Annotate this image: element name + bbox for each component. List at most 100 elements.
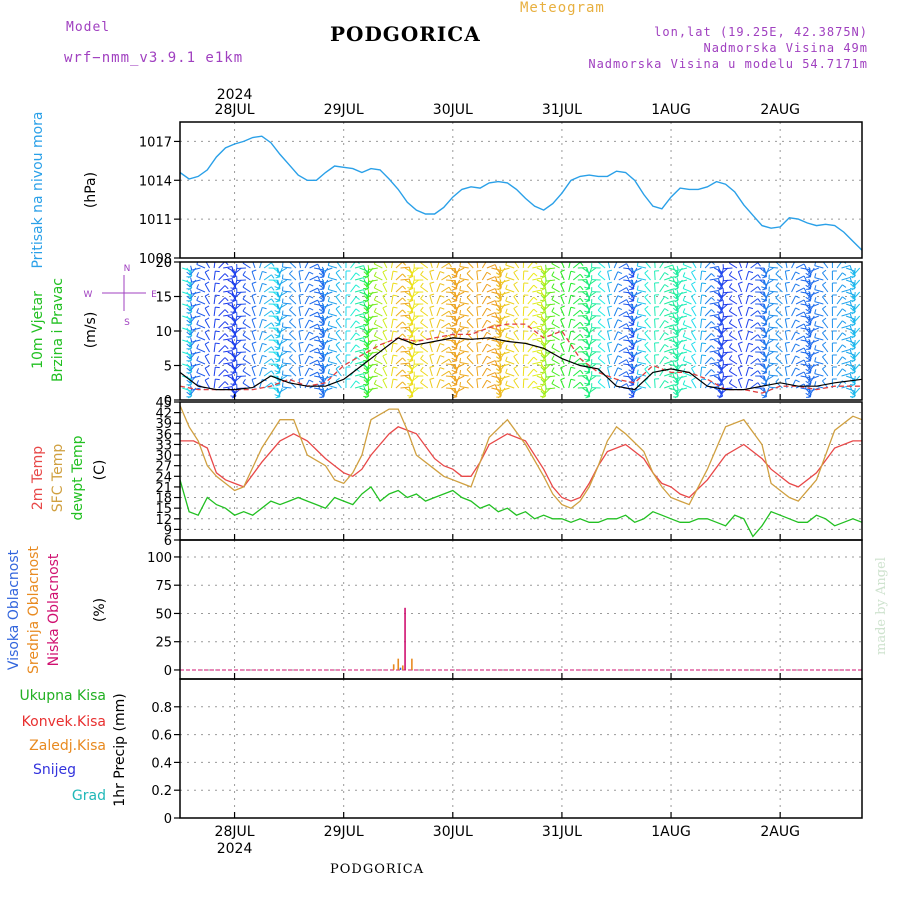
wind-barb-flag — [251, 281, 257, 284]
wind-barb-flag — [682, 308, 686, 313]
wind-barb — [561, 262, 565, 269]
precip-unit-label: 1hr Precip (mm) — [112, 693, 128, 806]
wind-barb-flag — [274, 286, 280, 289]
wind-barb — [513, 296, 520, 305]
wind-barb — [845, 363, 855, 368]
wind-barb-flag — [636, 309, 639, 315]
wind-barb-flag — [281, 310, 284, 316]
wind-barb-flag — [672, 283, 678, 288]
wind-barb-flag — [476, 378, 482, 380]
wind-barb-flag — [585, 360, 590, 363]
wind-barb — [328, 324, 338, 329]
pressure-axis-title: Pritisak na nivou mora — [30, 111, 46, 268]
wind-barb — [204, 283, 210, 293]
wind-barb-flag — [230, 347, 235, 350]
wind-barb-flag — [317, 323, 321, 329]
wind-barb — [654, 270, 656, 281]
wind-barb — [775, 273, 783, 281]
wind-barb — [532, 301, 542, 305]
wind-barb — [314, 303, 324, 307]
wind-barb — [723, 267, 733, 270]
wind-barb-flag — [808, 350, 811, 356]
wind-barb-flag — [242, 343, 246, 348]
wind-barb-flag — [274, 334, 280, 337]
wind-barb-flag — [186, 391, 191, 396]
wind-barb — [323, 303, 333, 308]
wind-barb-flag — [607, 317, 613, 320]
wind-barb-flag — [505, 296, 508, 302]
wind-barb — [613, 343, 619, 353]
wind-barb — [810, 339, 819, 344]
wind-barb — [322, 315, 329, 324]
wind-barb-flag — [617, 295, 623, 298]
wind-barb-flag — [495, 284, 501, 288]
wind-barb — [368, 327, 378, 331]
wind-barb-flag — [585, 293, 590, 298]
wind-barb — [560, 283, 565, 293]
wind-barb-flag — [242, 331, 246, 336]
wind-barb-flag — [335, 293, 340, 298]
wind-barb — [481, 355, 488, 365]
wind-barb-flag — [407, 322, 412, 326]
wind-barb — [314, 387, 324, 391]
wind-barb — [841, 276, 851, 281]
wind-barb-flag — [289, 366, 293, 371]
wind-barb — [613, 379, 619, 389]
wind-barb — [607, 355, 611, 365]
wind-barb — [745, 307, 750, 317]
wind-barb-flag — [321, 386, 325, 392]
wind-barb — [441, 298, 450, 305]
wind-barb-flag — [476, 282, 482, 284]
wind-barb-flag — [795, 331, 800, 335]
wind-barb-flag — [499, 326, 502, 331]
wind-barb-flag — [335, 281, 340, 286]
wind-barb-flag — [382, 317, 388, 321]
wind-barb — [659, 320, 666, 329]
wind-barb — [546, 327, 556, 330]
wind-barb — [213, 283, 216, 293]
wind-barb-flag — [186, 307, 191, 312]
wind-barb-flag — [494, 360, 498, 365]
wind-barb-flag — [822, 281, 827, 286]
wind-barb — [298, 319, 301, 329]
wind-barb — [632, 303, 638, 313]
wind-barb-flag — [408, 305, 412, 310]
wind-barb-flag — [505, 332, 508, 338]
wind-barb-flag — [321, 302, 325, 308]
wind-barb-flag — [701, 354, 707, 357]
wind-barb-flag — [672, 331, 678, 336]
grid-layer — [180, 122, 862, 819]
precip-legend-item: Zaledj.Kisa — [29, 738, 106, 754]
wind-barb — [436, 262, 440, 269]
wind-barb-flag — [597, 294, 602, 299]
wind-barb — [691, 331, 697, 341]
wind-barb-flag — [785, 377, 790, 380]
wind-barb — [335, 368, 342, 377]
wind-barb-flag — [728, 343, 733, 348]
wind-barb — [853, 351, 856, 362]
wind-barb — [328, 312, 338, 317]
wind-speed-line — [179, 337, 863, 391]
year-label-top: 2024 — [217, 87, 253, 103]
wind-barb — [259, 355, 263, 365]
wind-barb-flag — [231, 294, 235, 299]
wind-barb — [720, 387, 729, 395]
wind-barb-flag — [429, 329, 435, 332]
wind-barb-flag — [850, 295, 855, 300]
wind-barb — [572, 309, 581, 317]
wind-barb-flag — [540, 359, 545, 362]
wind-barb-flag — [814, 345, 817, 350]
wind-barb-flag — [190, 313, 193, 319]
wind-barb-flag — [466, 330, 471, 334]
wind-barb — [500, 375, 510, 380]
wind-barb — [335, 320, 342, 329]
wind-barb — [546, 315, 556, 318]
wind-barb — [436, 271, 441, 281]
wind-barb — [354, 289, 364, 293]
wind-barb-flag — [204, 353, 210, 357]
wind-barb — [359, 291, 369, 296]
wind-barb — [691, 295, 697, 305]
wind-barb-flag — [224, 273, 229, 278]
wind-barb-flag — [710, 345, 715, 349]
wind-barb — [633, 327, 642, 333]
